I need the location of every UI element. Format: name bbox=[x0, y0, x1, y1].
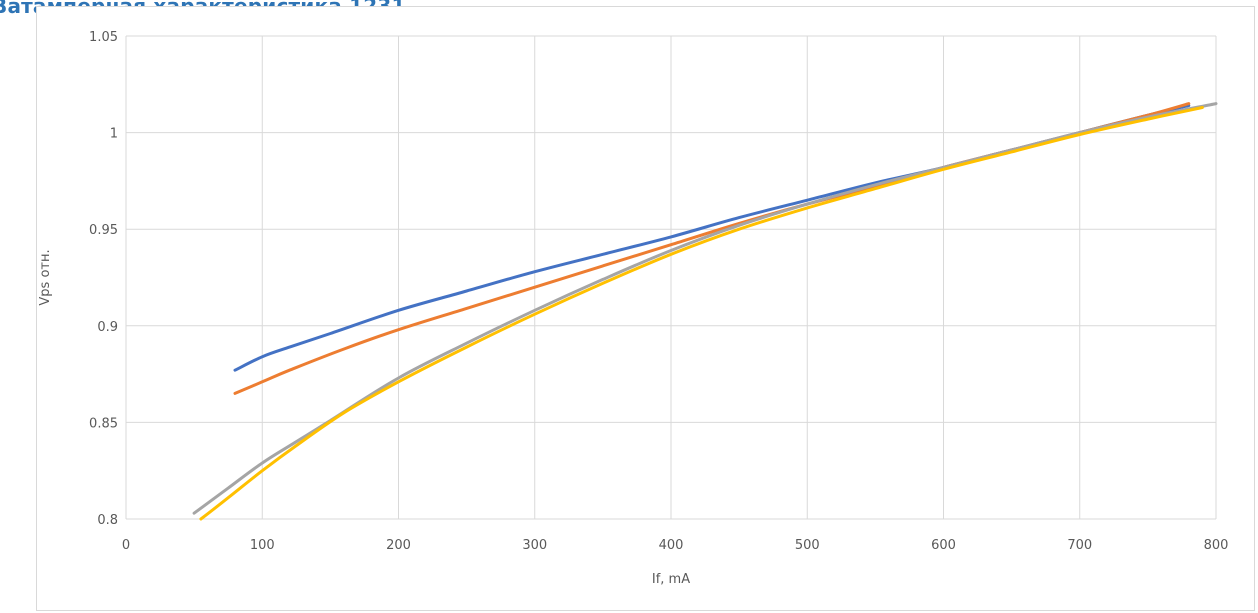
series-line-4 bbox=[199, 106, 1204, 521]
x-tick-label: 400 bbox=[659, 538, 684, 553]
x-tick-label: 200 bbox=[386, 538, 411, 553]
y-tick-label: 1 bbox=[110, 127, 118, 142]
y-axis-title: Vps отн. bbox=[38, 249, 53, 305]
y-tick-label: 0.8 bbox=[97, 513, 118, 528]
series-line-3 bbox=[192, 102, 1218, 515]
y-tick-label: 1.05 bbox=[89, 30, 118, 45]
x-tick-label: 300 bbox=[522, 538, 547, 553]
y-tick-label: 0.95 bbox=[89, 223, 118, 238]
chart-svg: 0 100 200 300 400 500 600 700 800 0.8 0.85 0.9 0.95… bbox=[38, 30, 1229, 587]
x-axis-title: If, mA bbox=[652, 572, 690, 587]
x-tick-label: 500 bbox=[795, 538, 820, 553]
series-lines bbox=[192, 102, 1218, 521]
y-tick-labels: 0.8 0.85 0.9 0.95 1 1.05 bbox=[89, 30, 118, 528]
gridlines bbox=[125, 35, 1217, 520]
x-tick-labels: 0 100 200 300 400 500 600 700 800 bbox=[122, 538, 1229, 553]
y-tick-label: 0.85 bbox=[89, 416, 118, 431]
chart-area: 0 100 200 300 400 500 600 700 800 0.8 0.85 0.9 0.95… bbox=[36, 6, 1255, 611]
x-tick-label: 700 bbox=[1067, 538, 1092, 553]
x-tick-label: 600 bbox=[931, 538, 956, 553]
series-line-2 bbox=[233, 102, 1191, 395]
x-tick-label: 100 bbox=[250, 538, 275, 553]
y-tick-label: 0.9 bbox=[97, 320, 118, 335]
x-tick-label: 0 bbox=[122, 538, 130, 553]
x-tick-label: 800 bbox=[1204, 538, 1229, 553]
